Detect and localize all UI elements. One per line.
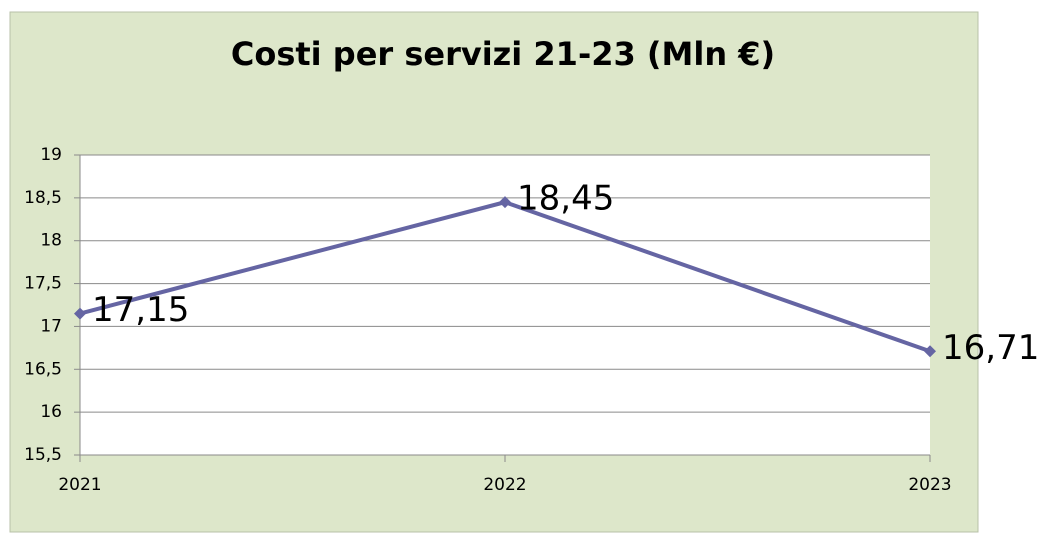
y-tick-label: 16,5 — [24, 359, 62, 379]
data-label: 16,71 — [942, 328, 1037, 368]
y-tick-label: 17,5 — [24, 274, 62, 294]
data-point — [924, 345, 936, 358]
y-tick-label: 16 — [40, 402, 62, 422]
y-tick-label: 18,5 — [24, 188, 62, 208]
x-tick-label: 2023 — [908, 475, 951, 495]
x-tick-label: 2022 — [483, 475, 526, 495]
data-label: 18,45 — [517, 179, 614, 219]
data-point — [74, 307, 86, 320]
data-label: 17,15 — [92, 290, 189, 330]
y-tick-label: 18 — [40, 231, 62, 251]
chart-title: Costi per servizi 21-23 (Mln €) — [231, 35, 775, 73]
y-tick-label: 17 — [40, 316, 62, 336]
y-tick-label: 15,5 — [24, 445, 62, 465]
data-point — [499, 196, 511, 209]
x-tick-label: 2021 — [58, 475, 101, 495]
y-tick-label: 19 — [40, 145, 62, 165]
